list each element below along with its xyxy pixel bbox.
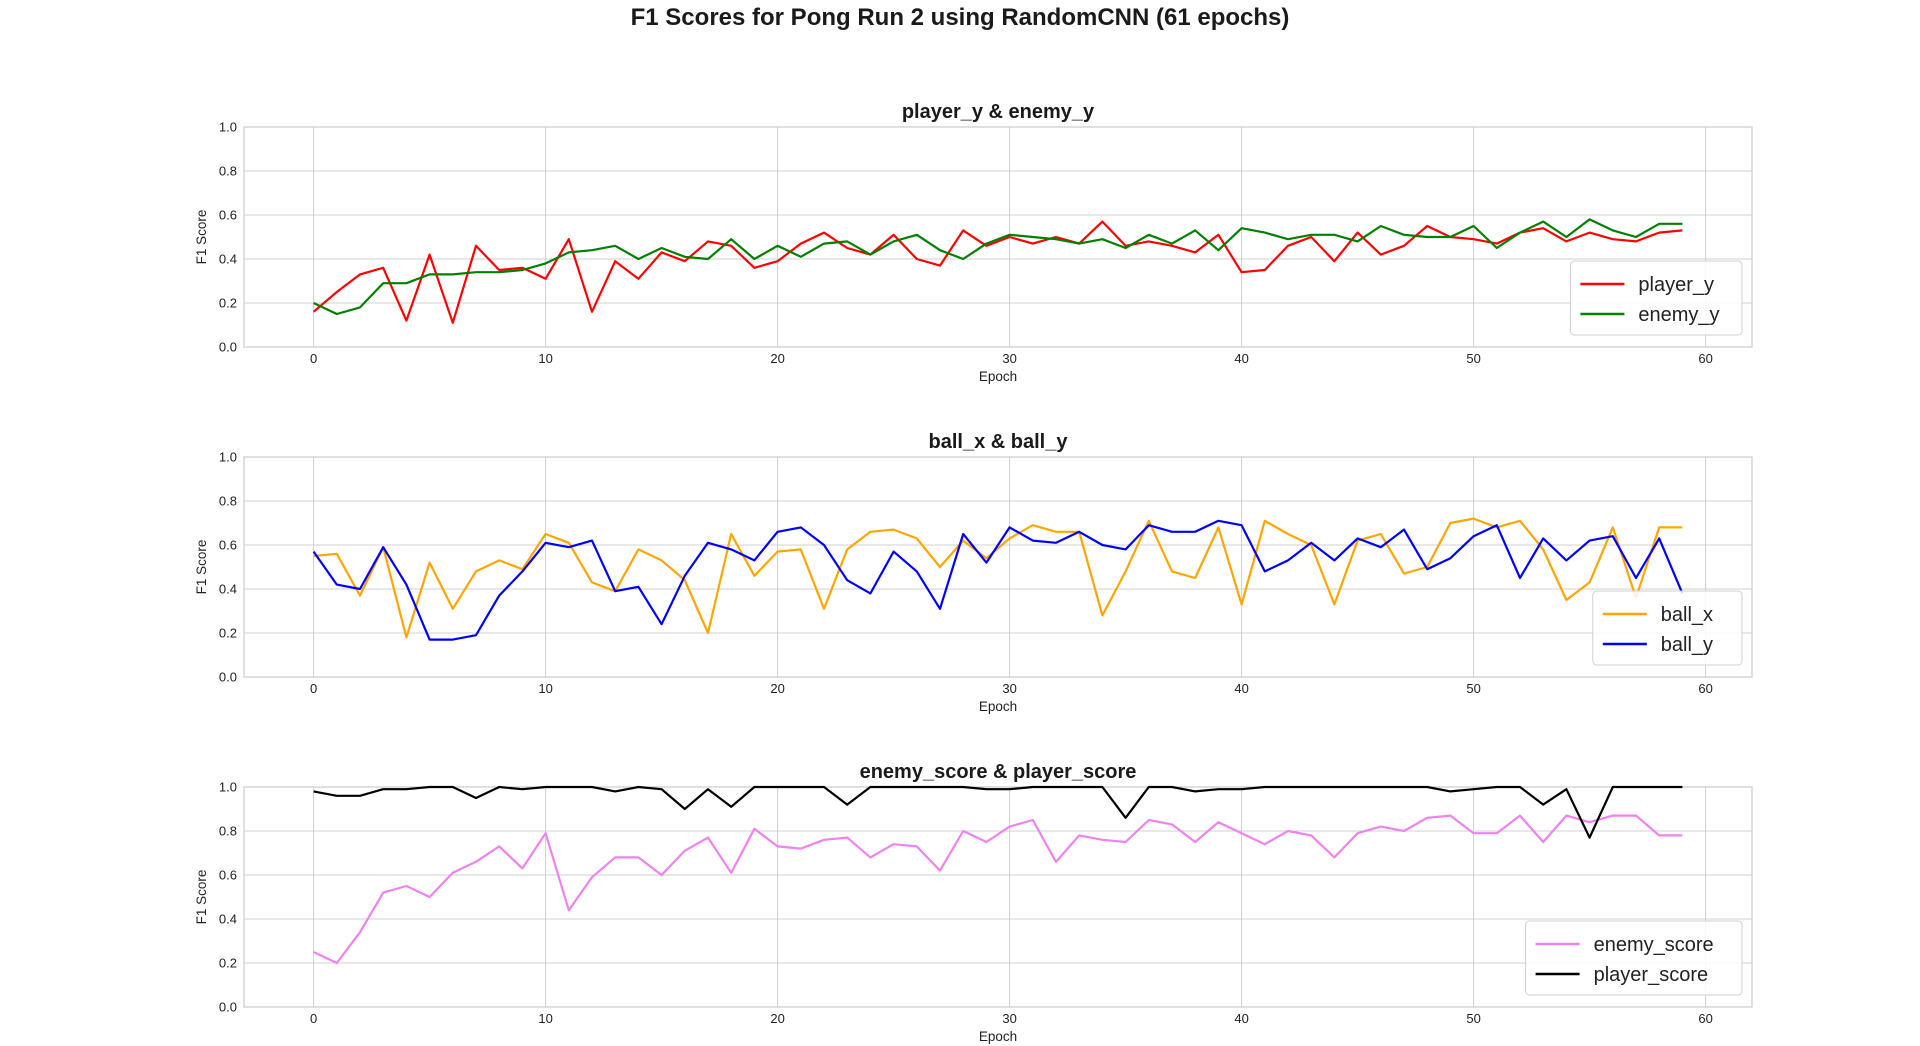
x-tick-label: 20: [770, 351, 784, 366]
series-line-ball-y: [312, 519, 1684, 641]
y-tick-label: 0.4: [219, 252, 237, 267]
y-tick-label: 0.6: [219, 868, 237, 883]
y-tick-label: 0.4: [219, 912, 237, 927]
legend-label-enemy-score: enemy_score: [1594, 934, 1714, 956]
y-tick-label: 0.8: [219, 164, 237, 179]
x-tick-label: 30: [1002, 351, 1016, 366]
x-tick-label: 50: [1466, 1011, 1480, 1026]
subplot-1: 0 10 20 30 40 50 60 0.0 0.2 0.4 0.6 0.8 1.0 player_y …: [194, 101, 1753, 384]
x-tick-label: 30: [1002, 1011, 1016, 1026]
x-tick-label: 30: [1002, 681, 1016, 696]
legend-box: [1525, 920, 1743, 996]
y-tick-label: 0.0: [219, 1000, 237, 1015]
x-tick-label: 40: [1234, 351, 1248, 366]
legend-label-player-y: player_y: [1638, 274, 1714, 296]
legend-label-enemy-y: enemy_y: [1638, 304, 1719, 326]
legend-label-ball-y: ball_y: [1661, 634, 1713, 656]
axes-frame: [243, 126, 1753, 348]
y-tick-label: 1.0: [219, 450, 237, 465]
subplot-3: 0 10 20 30 40 50 60 0.0 0.2 0.4 0.6 0.8 1.0 enemy_sco…: [194, 761, 1753, 1044]
y-axis-label: F1 Score: [194, 870, 209, 925]
plot-area: [244, 787, 1752, 1007]
plot-area: [244, 127, 1752, 347]
x-tick-label: 20: [770, 1011, 784, 1026]
y-tick-label: 0.0: [219, 670, 237, 685]
x-tick-label: 60: [1698, 681, 1712, 696]
x-axis-label: Epoch: [979, 369, 1017, 384]
x-tick-label: 0: [310, 351, 317, 366]
y-tick-label: 0.0: [219, 340, 237, 355]
x-tick-label: 10: [538, 1011, 552, 1026]
legend-box: [1569, 260, 1743, 336]
series-line-enemy-y: [313, 218, 1683, 316]
subplot-2: 0 10 20 30 40 50 60 0.0 0.2 0.4 0.6 0.8 1.0 ball_x & …: [194, 431, 1753, 714]
series-line-enemy-score: [313, 814, 1683, 965]
y-tick-label: 0.8: [219, 494, 237, 509]
plot-area: [244, 457, 1752, 677]
series-line-player-score: [313, 785, 1683, 839]
axes-frame: [243, 786, 1753, 1008]
series-line-ball-x: [313, 517, 1683, 639]
series-line-player-y: [312, 220, 1683, 324]
y-tick-label: 1.0: [219, 120, 237, 135]
x-tick-label: 50: [1466, 351, 1480, 366]
y-tick-label: 0.6: [219, 208, 237, 223]
x-tick-label: 20: [770, 681, 784, 696]
y-tick-label: 0.2: [219, 626, 237, 641]
legend-label-player-score: player_score: [1594, 964, 1709, 986]
figure-title: F1 Scores for Pong Run 2 using RandomCNN…: [630, 4, 1290, 31]
x-tick-label: 10: [538, 681, 552, 696]
x-axis-label: Epoch: [979, 699, 1017, 714]
x-tick-label: 60: [1698, 1011, 1712, 1026]
axes-frame: [243, 456, 1753, 678]
x-tick-label: 40: [1234, 1011, 1248, 1026]
y-tick-label: 0.8: [219, 824, 237, 839]
subplot-title: ball_x & ball_y: [929, 431, 1069, 453]
x-tick-label: 10: [538, 351, 552, 366]
x-tick-label: 0: [310, 1011, 317, 1026]
y-tick-label: 0.4: [219, 582, 237, 597]
y-tick-label: 0.2: [219, 296, 237, 311]
y-axis-label: F1 Score: [194, 540, 209, 595]
x-tick-label: 50: [1466, 681, 1480, 696]
y-tick-label: 0.6: [219, 538, 237, 553]
legend-box: [1592, 590, 1743, 666]
subplot-title: player_y & enemy_y: [902, 101, 1095, 123]
y-tick-label: 0.2: [219, 956, 237, 971]
x-tick-label: 60: [1698, 351, 1712, 366]
x-axis-label: Epoch: [979, 1029, 1017, 1044]
x-tick-label: 40: [1234, 681, 1248, 696]
y-axis-label: F1 Score: [194, 210, 209, 265]
y-tick-label: 1.0: [219, 780, 237, 795]
x-tick-label: 0: [310, 681, 317, 696]
legend-label-ball-x: ball_x: [1661, 604, 1713, 626]
subplot-title: enemy_score & player_score: [860, 761, 1137, 783]
